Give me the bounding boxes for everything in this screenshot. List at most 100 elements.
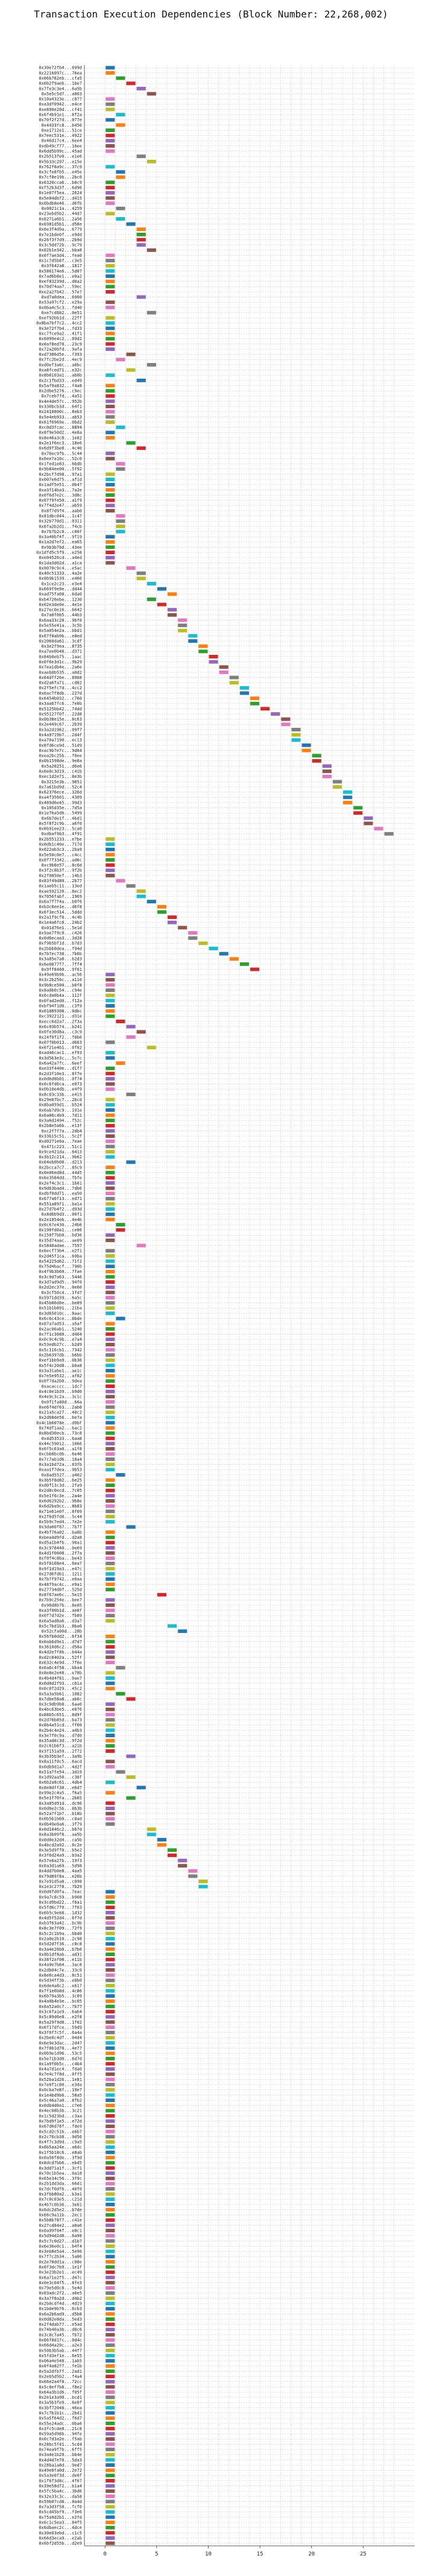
transaction-label: 0x5f4c20d8...b0a8 (39, 1363, 82, 1368)
transaction-label: 0x0b5b1b60...c0ad (39, 1817, 82, 1822)
transaction-label: 0x7c7ab1d6...18a4 (39, 1457, 82, 1462)
dependency-bar (106, 2010, 115, 2014)
dependency-bar (136, 238, 146, 242)
dependency-bar (312, 759, 321, 763)
transaction-label: 0x2db04c7e...33c0 (39, 1968, 82, 1972)
dependency-bar (106, 1426, 115, 1430)
dependency-bar (116, 113, 125, 117)
transaction-label: 0x6099e4c2...09d2 (39, 336, 82, 341)
transaction-label: 0x4f9b3b60...7fae (39, 1269, 82, 1274)
dependency-bar (106, 253, 115, 257)
transaction-label: 0x0a52a0c7...7b77 (39, 2004, 82, 2009)
transaction-label: 0x30e03ebd...c1c5 (39, 2531, 82, 2536)
dependency-bar (106, 1212, 115, 1216)
dependency-bar (106, 102, 115, 106)
transaction-label: 0x5e1f70fa...2b05 (39, 1796, 82, 1801)
transaction-label: 0x6dc2d5e2...b7de (39, 2208, 82, 2212)
transaction-label: 0x6f17dfce...59d9 (39, 2025, 82, 2030)
dependency-bar (106, 436, 115, 440)
dependency-bar (178, 1629, 187, 1634)
dependency-bar (106, 1129, 115, 1133)
dependency-bar (106, 1306, 115, 1310)
dependency-bar (136, 1785, 146, 1790)
dependency-bar (157, 1837, 166, 1842)
transaction-label: 0x02b1e342...bba8 (39, 248, 82, 253)
transaction-label: 0x1da3d02d...a1ca (39, 561, 82, 566)
dependency-bar (106, 1400, 115, 1404)
dependency-bar (106, 2296, 115, 2300)
transaction-label: 0x632c4e9d...7f6e (39, 1660, 82, 1665)
dependency-bar (106, 1342, 115, 1346)
transaction-label: 0xd0f13c3d...2fa9 (39, 1483, 82, 1488)
transaction-label: 0x0f3dc7b9...1e1f (39, 2265, 82, 2270)
dependency-bar (106, 1713, 115, 1717)
dependency-bar (106, 66, 115, 70)
dependency-bar (106, 1166, 115, 1169)
dependency-bar (106, 186, 115, 190)
dependency-bar (209, 655, 218, 658)
transaction-label: 0x81dbc044...1c47 (39, 514, 82, 519)
transaction-label: 0x6c6c43ce...8bde (39, 1316, 82, 1321)
dependency-bar (229, 675, 239, 680)
transaction-label: 0x8f9e50d2...4e8a (39, 431, 82, 435)
transaction-label: 0xe890e20d...cf41 (39, 107, 82, 112)
transaction-label: 0x0f7d7d2e...fb89 (39, 1614, 82, 1618)
transaction-label: 0x53a97cf2...e29a (39, 300, 82, 305)
transaction-label: 0x07f0b013...d663 (39, 1040, 82, 1045)
transaction-label: 0x4a9e7b64...3ac8 (39, 1963, 82, 1968)
dependency-bar (106, 415, 115, 419)
dependency-bar (126, 368, 136, 372)
transaction-label: 0x2e1f6ec3...18e6 (39, 441, 82, 446)
dependency-bar (106, 842, 115, 847)
transaction-label: 0x3f0f7c5f...6a4a (39, 2030, 82, 2035)
dependency-bar (106, 1968, 115, 1972)
transaction-label: 0x0b9b1539...e466 (39, 576, 82, 581)
dependency-bar (136, 1030, 146, 1034)
transaction-label: 0xa4f35601...4309 (39, 795, 82, 800)
transaction-label: 0xef92bb1d...22ff (39, 316, 82, 321)
dependency-bar (106, 1353, 115, 1357)
dependency-bar (106, 482, 115, 487)
transaction-label: 0x4d53533...6aa8 (42, 1436, 82, 1441)
transaction-label: 0x8b6103a1...ab0b (39, 373, 82, 378)
transaction-label: 0x45b86d0e...be89 (39, 1301, 82, 1305)
transaction-label: 0x64a3b1d6...f05f (39, 2390, 82, 2394)
dependency-bar (106, 2348, 115, 2352)
transaction-label: 0x6b2f9aeb...1be7 (39, 81, 82, 86)
transaction-label: 0x5cd45bf9...f3e6 (39, 2510, 82, 2514)
transaction-label: 0x6e0c3d19...c41b (39, 769, 82, 774)
transaction-label: 0x44c59012...1066 (39, 1441, 82, 1446)
transaction-label: 0x7b9c254e...bee7 (39, 1598, 82, 1603)
transaction-label: 0x79e5d0c8...5e4d (39, 2286, 82, 2291)
transaction-label: 0x7a61bd9d...52c4 (39, 784, 82, 789)
dependency-bar (106, 456, 115, 461)
transaction-label: 0xc7fce9a2...41f1 (39, 332, 82, 336)
transaction-label: 0x8ba059d1...b524 (39, 1103, 82, 1108)
dependency-bar (106, 2353, 115, 2358)
transaction-label: 0x1a9f0b5c...c4b4 (39, 2062, 82, 2066)
transaction-label: 0x7e0f1c80...e3da (39, 2083, 82, 2088)
transaction-label: 0x5e50c0e7...c4cc (39, 853, 82, 857)
dependency-bar (364, 821, 373, 826)
dependency-bar (106, 1097, 115, 1102)
transaction-label: 0x6a5ad8a6...d3a7 (39, 1618, 82, 1623)
transaction-label: 0x27734d0f...525d (39, 1587, 82, 1592)
dependency-bar (106, 847, 115, 851)
transaction-label: 0x27d7b4f2...d93d (39, 1207, 82, 1212)
transaction-label: 0x3610d6c2...d58a (39, 1645, 82, 1650)
transaction-label: 0x9a7c8c59...b908 (39, 1895, 82, 1899)
dependency-bar (374, 827, 383, 831)
transaction-label: 0x3e5d9ff0...b5e2 (39, 1848, 82, 1853)
dependency-bar (250, 696, 260, 701)
transaction-label: 0x4e9c3c2a...3c1c (39, 1395, 82, 1400)
dependency-bar (291, 738, 301, 742)
dependency-bar (106, 2411, 115, 2415)
transaction-label: 0x26f3f7d9...2b9d (39, 238, 82, 242)
transaction-label: 0x2b0cdf4d...4d19 (39, 2302, 82, 2306)
dependency-bar (364, 816, 373, 820)
transaction-label: 0x0d6d8b01...0f74 (39, 1076, 82, 1081)
transaction-label: 0x0a3d1a69...5d98 (39, 1864, 82, 1869)
transaction-label: 0x0d1046c2...b67d (39, 1827, 82, 1832)
dependency-bar (106, 2448, 115, 2452)
dependency-bar (106, 1196, 115, 1201)
